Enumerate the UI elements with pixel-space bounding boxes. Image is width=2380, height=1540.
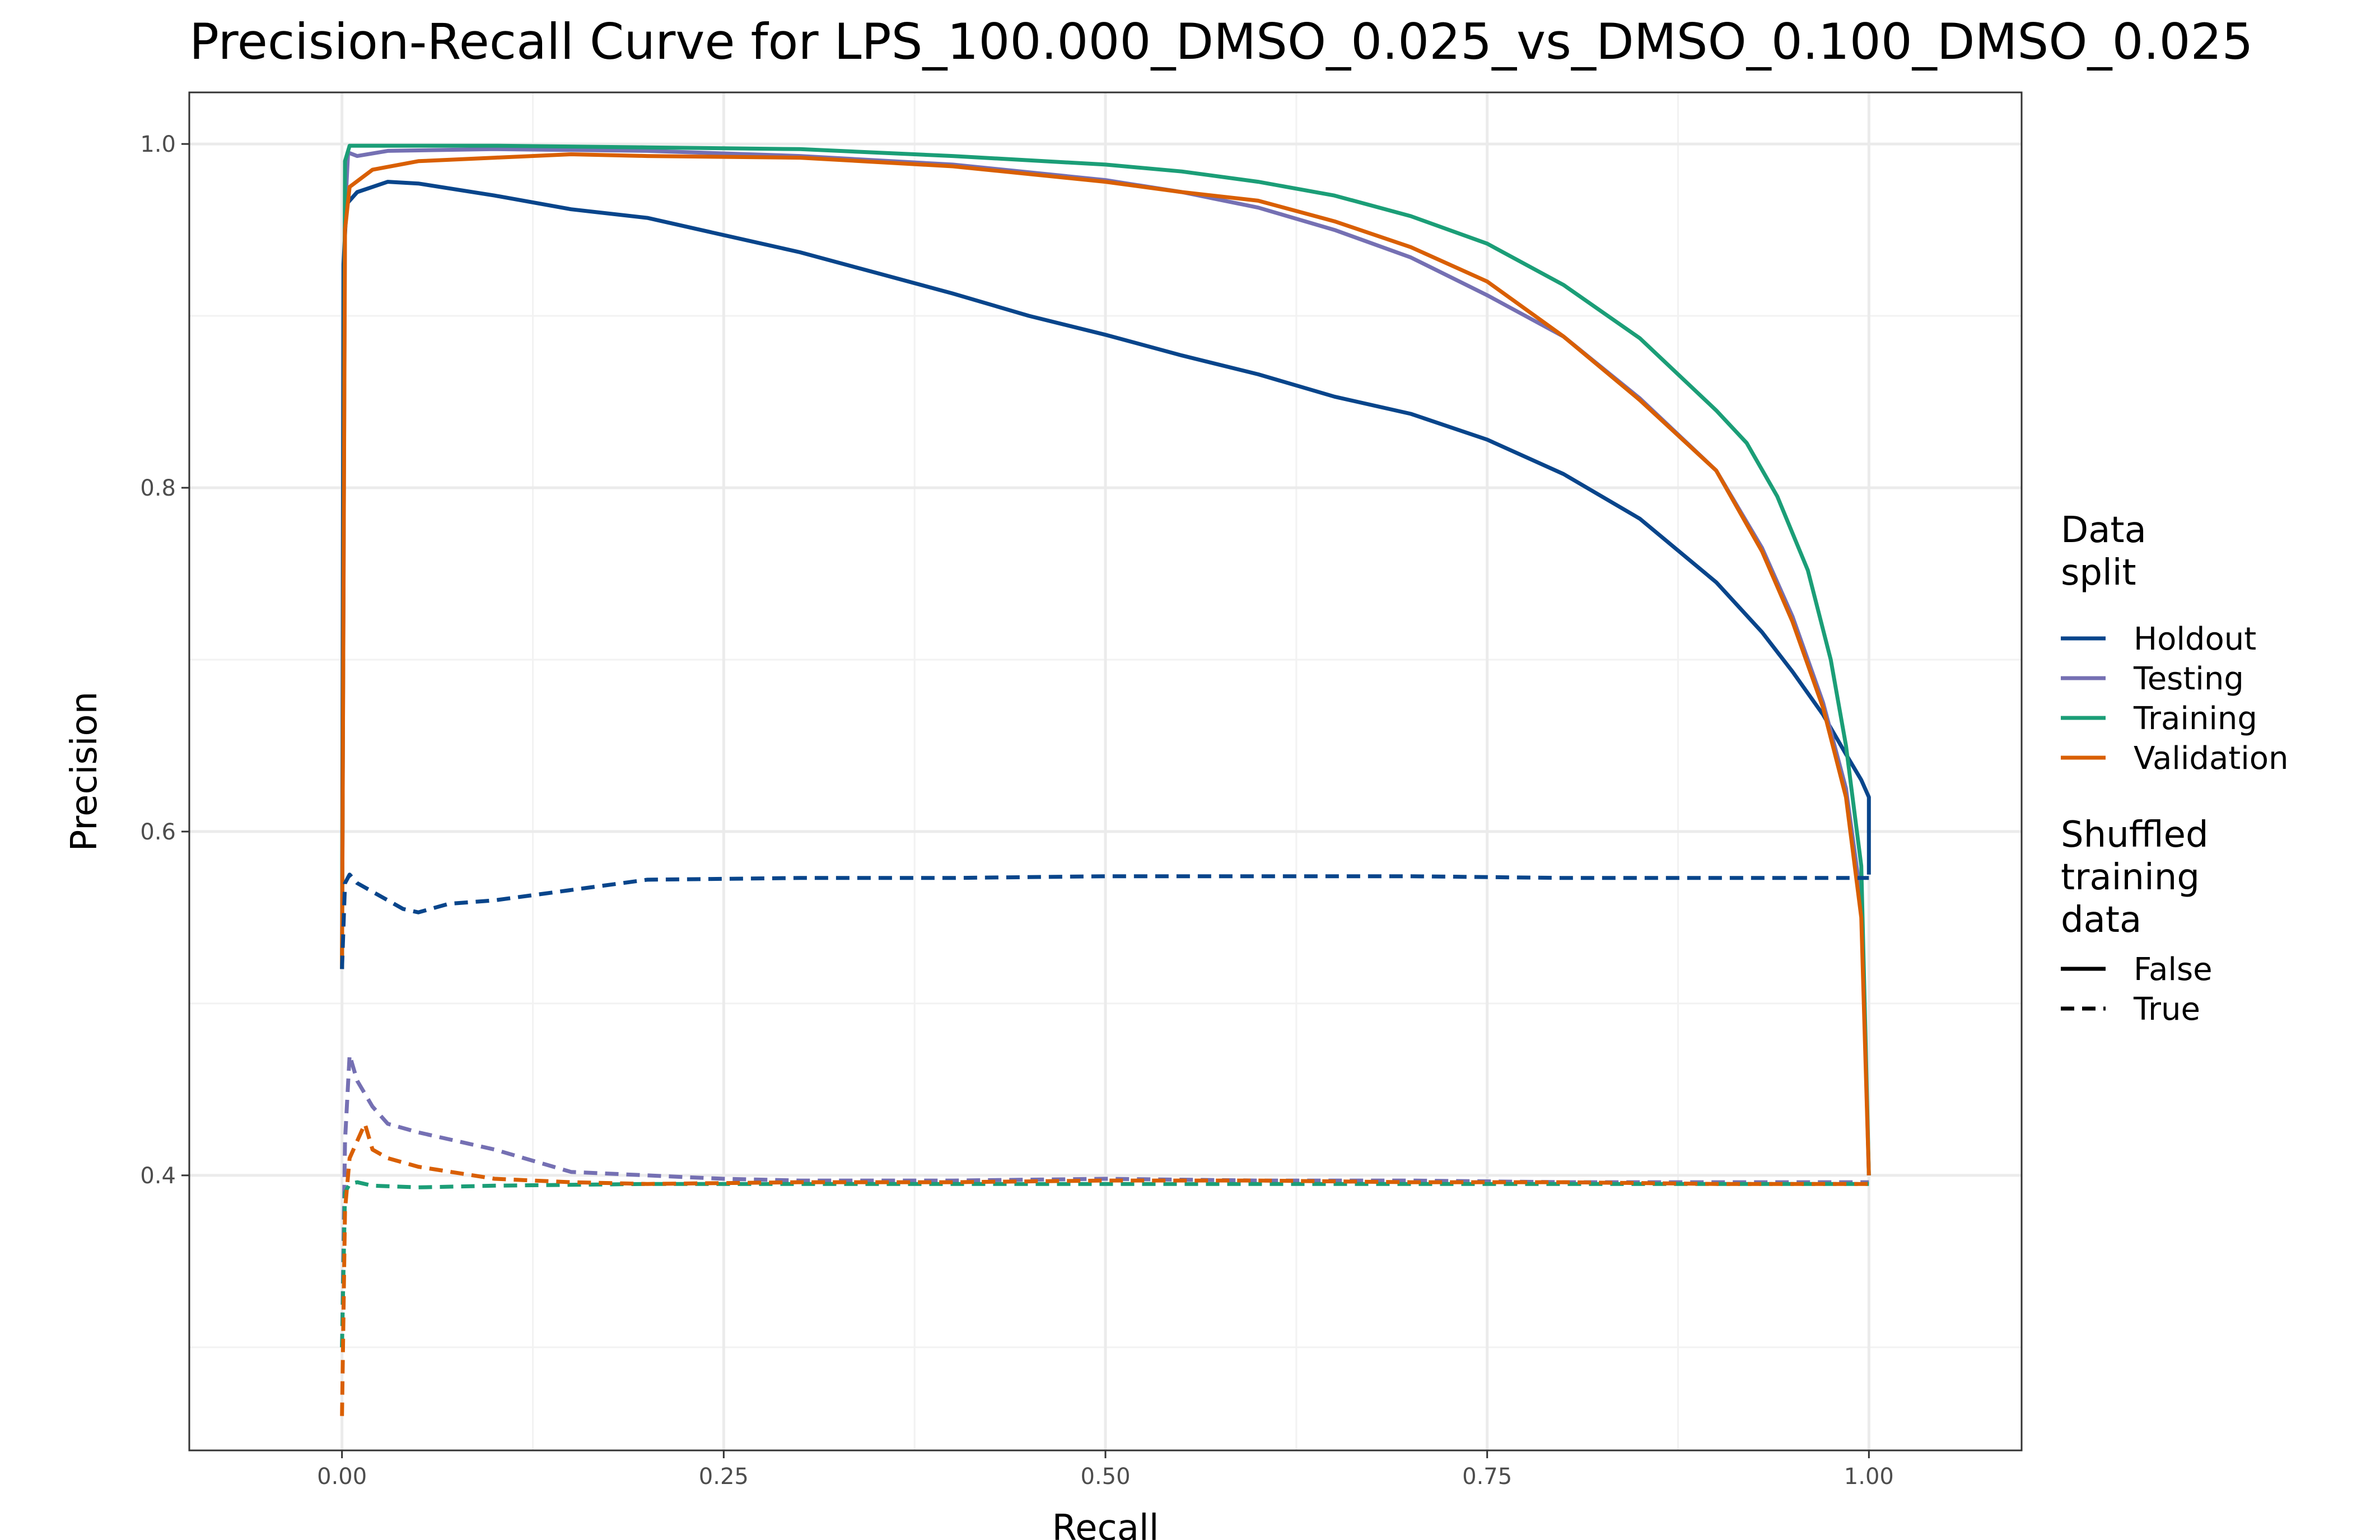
legend-label-holdout: Holdout xyxy=(2134,621,2256,657)
training-shuffled-line xyxy=(340,1180,1869,1347)
legend-label-false: False xyxy=(2134,951,2213,988)
x-axis: 0.00 0.25 0.50 0.75 1.00 xyxy=(317,1450,1894,1490)
legend-linetype-title: data xyxy=(2061,899,2141,941)
x-tick-label: 0.00 xyxy=(317,1464,367,1490)
legend-linetype-title: Shuffled xyxy=(2061,814,2209,856)
x-axis-title: Recall xyxy=(1052,1508,1159,1540)
x-tick-label: 0.75 xyxy=(1462,1464,1512,1490)
y-tick-label: 0.4 xyxy=(140,1163,176,1189)
y-tick-label: 1.0 xyxy=(140,132,176,157)
legend-label-true: True xyxy=(2133,991,2200,1028)
y-axis-title: Precision xyxy=(64,692,105,852)
legend-linetype-title: training xyxy=(2061,857,2200,898)
x-tick-label: 0.25 xyxy=(699,1464,749,1490)
y-tick-label: 0.8 xyxy=(140,475,176,501)
validation-shuffled-line xyxy=(340,1122,1869,1416)
holdout-shuffled-line xyxy=(340,872,1869,969)
x-tick-label: 0.50 xyxy=(1080,1464,1130,1490)
legend-label-testing: Testing xyxy=(2133,661,2244,697)
training-line xyxy=(340,143,1871,1175)
legend-label-validation: Validation xyxy=(2134,740,2289,777)
x-tick-label: 1.00 xyxy=(1844,1464,1894,1490)
series-layer xyxy=(340,143,1871,1416)
legend-color-title: Data xyxy=(2061,510,2146,551)
holdout-line xyxy=(340,180,1871,969)
testing-shuffled-line xyxy=(340,1053,1869,1347)
y-tick-label: 0.6 xyxy=(140,819,176,845)
legend-color-title: split xyxy=(2061,552,2136,594)
y-axis: 0.4 0.6 0.8 1.0 xyxy=(140,132,189,1189)
chart-title: Precision-Recall Curve for LPS_100.000_D… xyxy=(189,13,2253,71)
legend-label-training: Training xyxy=(2133,701,2257,737)
validation-line xyxy=(340,152,1871,1176)
